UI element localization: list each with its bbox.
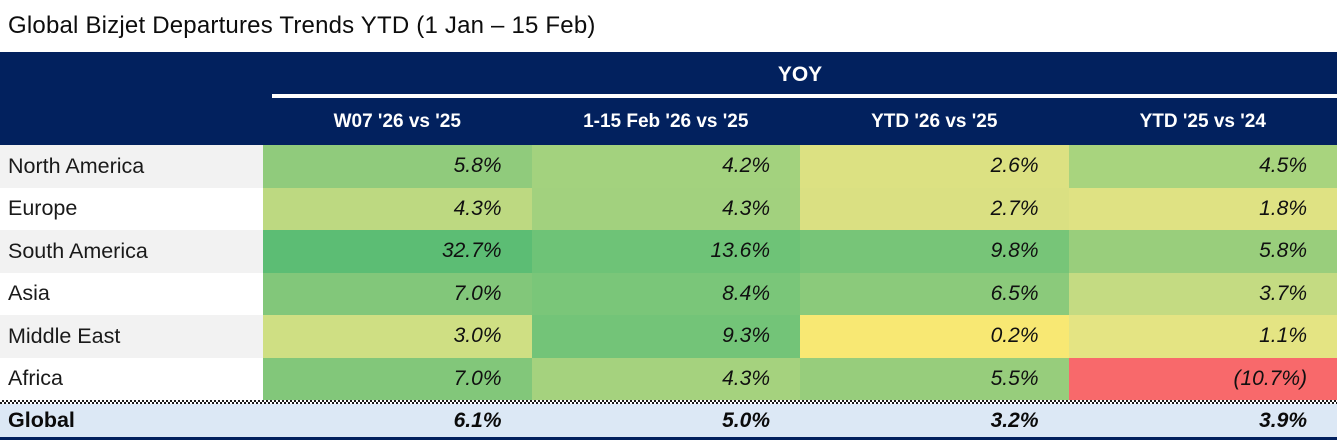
column-header: YTD '25 vs '24: [1139, 110, 1266, 132]
global-value: 5.0%: [722, 408, 770, 432]
table-row: Africa 7.0% 4.3% 5.5% (10.7%): [0, 357, 1337, 400]
page-title: Global Bizjet Departures Trends YTD (1 J…: [8, 12, 596, 39]
value-cell: 2.7%: [800, 187, 1069, 230]
global-value: 6.1%: [453, 408, 502, 432]
value-cell: 32.7%: [263, 230, 532, 273]
global-value: 3.2%: [990, 408, 1039, 432]
column-headers: W07 '26 vs '25 1-15 Feb '26 vs '25 YTD '26…: [263, 98, 1337, 145]
table-body: North America 5.8% 4.2% 2.6% 4.5% Europe 4.3% 4…: [0, 145, 1337, 400]
value-cell: 8.4%: [531, 272, 800, 315]
yoy-group-header: YOY: [777, 63, 823, 86]
value-cell: 4.3%: [531, 357, 800, 400]
value-cell: (10.7%): [1068, 357, 1337, 400]
dotted-divider: [0, 400, 1337, 404]
value-cell: 0.2%: [800, 315, 1069, 358]
value-cell: 7.0%: [263, 272, 532, 315]
region-label: Europe: [0, 187, 263, 230]
column-header: YTD '26 vs '25: [871, 110, 998, 132]
table-row: Asia 7.0% 8.4% 6.5% 3.7%: [0, 272, 1337, 315]
value-cell: 5.8%: [1068, 230, 1337, 273]
column-header: W07 '26 vs '25: [333, 110, 461, 132]
table-row: Middle East 3.0% 9.3% 0.2% 1.1%: [0, 315, 1337, 358]
global-label: Global: [8, 408, 75, 432]
value-cell: 1.8%: [1068, 187, 1337, 230]
region-label: North America: [0, 145, 263, 188]
table-row: Europe 4.3% 4.3% 2.7% 1.8%: [0, 187, 1337, 230]
value-cell: 9.8%: [800, 230, 1069, 273]
column-header: 1-15 Feb '26 vs '25: [583, 110, 749, 132]
value-cell: 5.5%: [800, 357, 1069, 400]
value-cell: 3.7%: [1068, 272, 1337, 315]
value-cell: 4.3%: [263, 187, 532, 230]
value-cell: 4.5%: [1068, 145, 1337, 188]
table-row: South America 32.7% 13.6% 9.8% 5.8%: [0, 230, 1337, 273]
value-cell: 6.5%: [800, 272, 1069, 315]
value-cell: 13.6%: [531, 230, 800, 273]
value-cell: 5.8%: [263, 145, 532, 188]
region-label: Middle East: [0, 315, 263, 358]
value-cell: 4.3%: [531, 187, 800, 230]
value-cell: 1.1%: [1068, 315, 1337, 358]
region-label: Africa: [0, 357, 263, 400]
global-value: 3.9%: [1259, 408, 1307, 432]
bottom-border: [0, 437, 1337, 440]
value-cell: 3.0%: [263, 315, 532, 358]
footer-row: Global 6.1% 5.0% 3.2% 3.9%: [0, 404, 1337, 437]
yoy-underline: [272, 94, 1337, 98]
value-cell: 9.3%: [531, 315, 800, 358]
region-label: South America: [0, 230, 263, 273]
value-cell: 7.0%: [263, 357, 532, 400]
table-row: North America 5.8% 4.2% 2.6% 4.5%: [0, 145, 1337, 188]
value-cell: 4.2%: [531, 145, 800, 188]
value-cell: 2.6%: [800, 145, 1069, 188]
region-label: Asia: [0, 272, 263, 315]
table-header: YOY W07 '26 vs '25 1-15 Feb '26 vs '25 YTD…: [0, 52, 1337, 145]
